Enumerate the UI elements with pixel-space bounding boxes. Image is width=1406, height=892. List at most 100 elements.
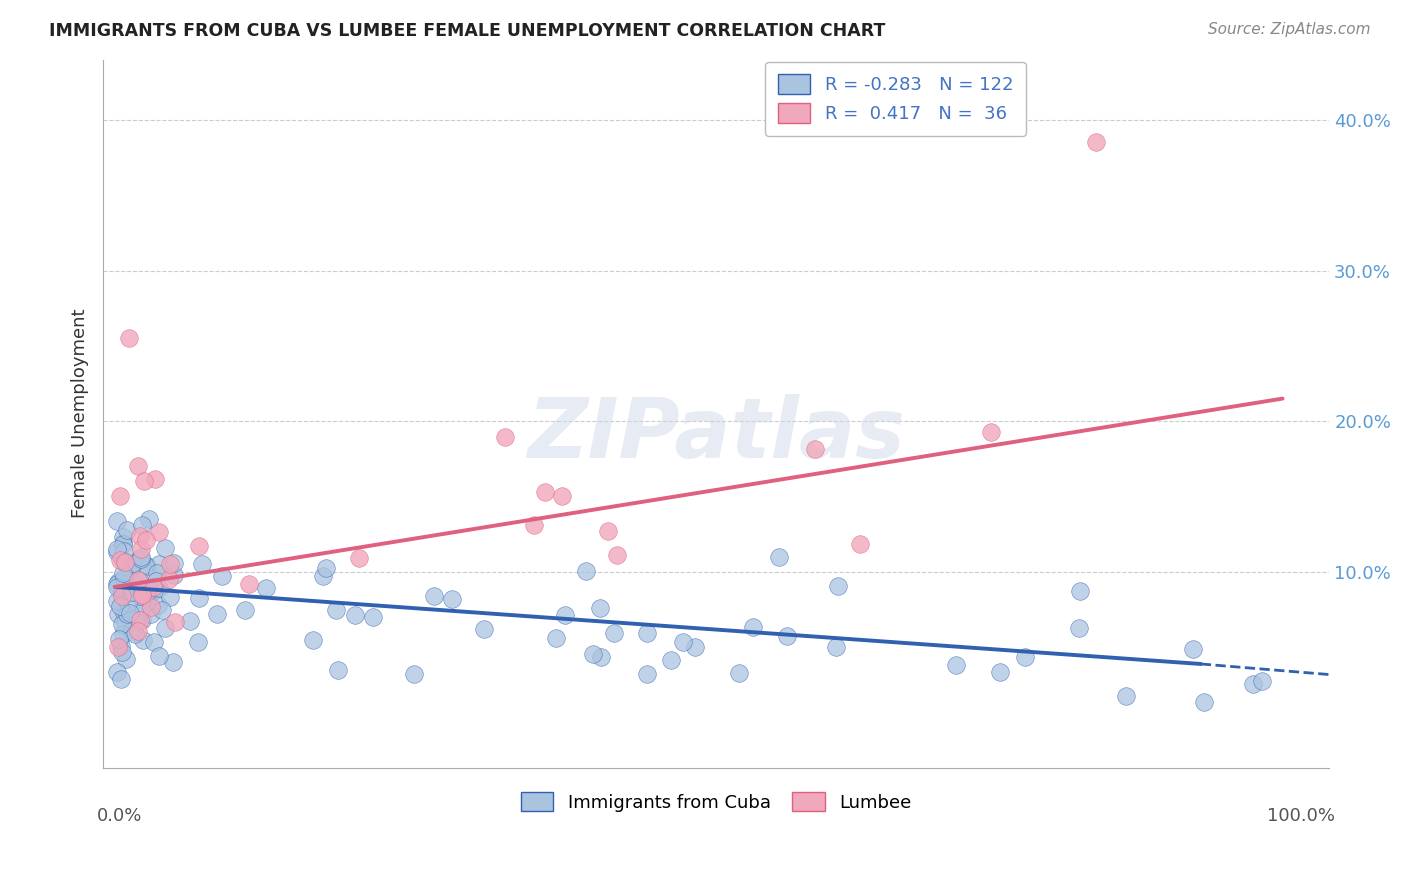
Point bbox=[159, 557, 181, 571]
Point bbox=[105, 545, 128, 559]
Point bbox=[163, 556, 186, 570]
Point bbox=[131, 587, 153, 601]
Point bbox=[523, 518, 546, 533]
Point bbox=[768, 549, 790, 564]
Point bbox=[114, 555, 136, 569]
Point bbox=[238, 576, 260, 591]
Point bbox=[132, 599, 155, 613]
Point bbox=[187, 591, 209, 606]
Point bbox=[142, 580, 165, 594]
Point bbox=[111, 645, 134, 659]
Point bbox=[110, 673, 132, 687]
Point bbox=[115, 607, 138, 621]
Point bbox=[742, 620, 765, 634]
Point bbox=[207, 607, 229, 621]
Point bbox=[824, 640, 846, 654]
Text: ZIPatlas: ZIPatlas bbox=[527, 394, 905, 475]
Point bbox=[105, 576, 128, 591]
Text: 100.0%: 100.0% bbox=[1267, 806, 1336, 824]
Point bbox=[131, 613, 153, 627]
Point bbox=[127, 459, 149, 474]
Point bbox=[582, 647, 605, 661]
Point bbox=[1069, 583, 1091, 598]
Point bbox=[141, 585, 163, 599]
Point bbox=[105, 594, 128, 608]
Point bbox=[990, 665, 1012, 679]
Point bbox=[533, 484, 555, 499]
Point bbox=[152, 603, 174, 617]
Point bbox=[598, 524, 620, 539]
Point bbox=[155, 541, 177, 555]
Point bbox=[188, 539, 211, 553]
Point bbox=[141, 607, 163, 622]
Text: Source: ZipAtlas.com: Source: ZipAtlas.com bbox=[1208, 22, 1371, 37]
Point bbox=[849, 536, 872, 550]
Point bbox=[589, 601, 612, 615]
Point bbox=[105, 541, 128, 556]
Point bbox=[143, 634, 166, 648]
Point bbox=[111, 552, 134, 566]
Point bbox=[191, 558, 214, 572]
Point bbox=[326, 663, 349, 677]
Point bbox=[343, 607, 366, 622]
Point bbox=[112, 543, 135, 558]
Point bbox=[121, 624, 143, 638]
Point bbox=[135, 533, 157, 547]
Point bbox=[589, 650, 612, 665]
Point bbox=[134, 558, 156, 572]
Point bbox=[129, 613, 152, 627]
Point bbox=[494, 430, 516, 444]
Point bbox=[111, 537, 134, 551]
Point bbox=[1084, 136, 1107, 150]
Point bbox=[108, 553, 131, 567]
Point bbox=[145, 574, 167, 588]
Point bbox=[945, 657, 967, 672]
Point bbox=[138, 512, 160, 526]
Point bbox=[132, 632, 155, 647]
Point bbox=[118, 606, 141, 620]
Point bbox=[129, 541, 152, 556]
Point bbox=[606, 548, 628, 562]
Point bbox=[108, 489, 131, 503]
Point bbox=[636, 666, 658, 681]
Point bbox=[117, 561, 139, 575]
Point bbox=[325, 603, 347, 617]
Point bbox=[143, 472, 166, 486]
Point bbox=[728, 666, 751, 681]
Point bbox=[105, 581, 128, 595]
Point bbox=[162, 568, 184, 582]
Point bbox=[1181, 642, 1204, 657]
Point bbox=[165, 615, 187, 629]
Point bbox=[129, 552, 152, 566]
Point bbox=[159, 590, 181, 604]
Point bbox=[111, 626, 134, 640]
Point bbox=[146, 598, 169, 612]
Point bbox=[1243, 677, 1265, 691]
Point bbox=[114, 652, 136, 666]
Point bbox=[1069, 621, 1091, 635]
Point bbox=[554, 607, 576, 622]
Point bbox=[402, 667, 425, 681]
Point bbox=[440, 591, 463, 606]
Point bbox=[129, 589, 152, 603]
Point bbox=[148, 558, 170, 572]
Point bbox=[804, 442, 827, 456]
Point bbox=[672, 635, 695, 649]
Point bbox=[980, 425, 1002, 439]
Point bbox=[1115, 689, 1137, 703]
Point bbox=[153, 621, 176, 635]
Point bbox=[112, 606, 135, 620]
Point bbox=[127, 624, 149, 638]
Point bbox=[776, 629, 799, 643]
Point bbox=[105, 665, 128, 679]
Point bbox=[603, 626, 626, 640]
Legend: Immigrants from Cuba, Lumbee: Immigrants from Cuba, Lumbee bbox=[513, 785, 920, 819]
Point bbox=[136, 591, 159, 606]
Point bbox=[1192, 695, 1215, 709]
Point bbox=[254, 581, 277, 595]
Point bbox=[107, 632, 129, 647]
Point bbox=[118, 586, 141, 600]
Point bbox=[472, 622, 495, 636]
Point bbox=[659, 653, 682, 667]
Point bbox=[141, 599, 163, 614]
